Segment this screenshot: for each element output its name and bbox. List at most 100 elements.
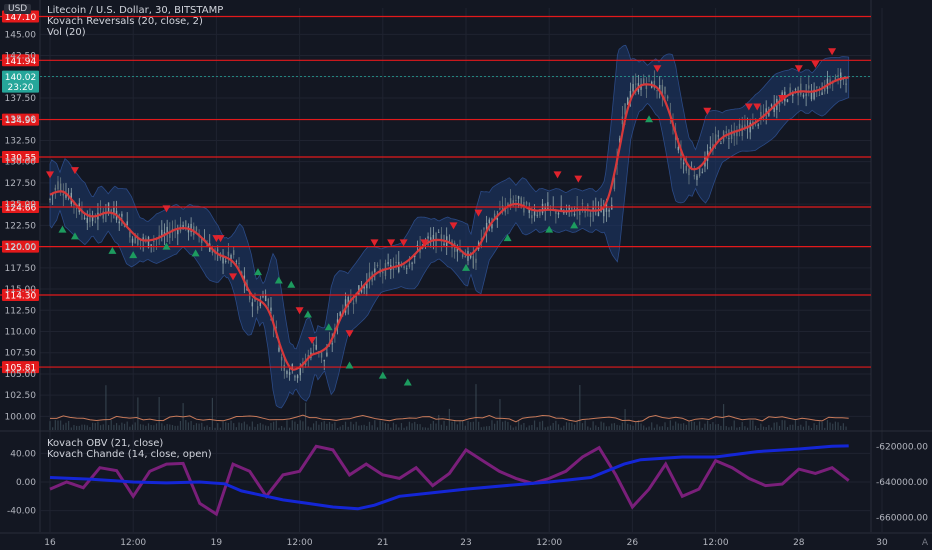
volume-bar	[65, 422, 67, 430]
volume-bar	[99, 425, 102, 430]
candle-body	[573, 213, 576, 216]
candle-body	[256, 306, 259, 311]
oscillator-legend: Kovach OBV (21, close) Kovach Chande (14…	[47, 438, 212, 460]
price-level-label: 134.96	[5, 116, 37, 126]
reversal-down-marker	[778, 95, 787, 103]
reversal-down-marker	[162, 205, 171, 213]
volume-bar	[768, 425, 770, 430]
price-axis-tick: 115.00	[5, 285, 37, 295]
legend-symbol[interactable]: Litecoin / U.S. Dollar, 30, BITSTAMP	[47, 5, 224, 16]
volume-bar	[291, 420, 293, 430]
volume-bar	[603, 422, 605, 430]
volume-bar	[344, 421, 347, 430]
candle-body	[627, 97, 629, 105]
candle-body	[845, 83, 847, 85]
volume-bar	[86, 425, 88, 430]
candle-body	[810, 92, 813, 100]
volume-bar	[414, 421, 416, 430]
volume-bar	[52, 427, 54, 430]
volume-bar	[155, 423, 158, 430]
volume-bar	[400, 423, 403, 430]
volume-bar	[648, 426, 650, 430]
price-axis-tick: 117.50	[5, 264, 37, 274]
price-level-label: 141.94	[5, 57, 37, 67]
candle-body	[613, 177, 616, 190]
legend-kovach-obv[interactable]: Kovach OBV (21, close)	[47, 438, 164, 449]
candle-body	[121, 213, 123, 217]
volume-bar	[416, 424, 419, 430]
volume-bar	[334, 422, 336, 430]
candle-body	[395, 261, 397, 264]
candle-body	[134, 234, 136, 244]
reversal-down-marker	[474, 209, 483, 217]
legend-kovach-chande[interactable]: Kovach Chande (14, close, open)	[47, 449, 212, 460]
candle-body	[355, 292, 357, 302]
volume-bar	[134, 422, 136, 430]
volume-bar	[235, 427, 237, 430]
volume-bar	[273, 421, 275, 430]
volume-bar	[238, 422, 240, 430]
volume-bar	[840, 425, 842, 430]
time-axis-tick: 26	[627, 538, 639, 548]
volume-bar	[315, 421, 317, 430]
currency-label[interactable]: USD	[4, 4, 32, 14]
reversal-down-marker	[295, 307, 304, 315]
kovach-obv-line	[49, 444, 849, 511]
candle-body	[230, 254, 232, 260]
volume-bar	[257, 424, 259, 430]
candle-body	[270, 307, 272, 311]
volume-bar	[454, 420, 456, 430]
volume-bar	[299, 420, 301, 430]
reversal-up-marker	[191, 249, 200, 257]
candle-body	[515, 200, 517, 202]
reversal-down-marker	[653, 65, 662, 73]
reversal-down-marker	[46, 171, 54, 179]
volume-bar	[49, 421, 51, 430]
volume-bar	[283, 427, 285, 430]
volume-bar	[579, 384, 581, 430]
candle-body	[541, 203, 544, 214]
volume-bar	[91, 422, 94, 430]
reversal-down-marker	[370, 239, 379, 247]
volume-bar	[802, 426, 805, 430]
reversal-down-marker	[828, 48, 837, 56]
candle-body	[267, 298, 270, 306]
candle-body	[126, 221, 128, 226]
candle-body	[185, 220, 187, 227]
volume-bar	[573, 424, 576, 430]
candle-body	[254, 298, 256, 302]
volume-bar	[597, 426, 600, 430]
legend-kovach-reversals[interactable]: Kovach Reversals (20, close, 2)	[47, 16, 203, 27]
volume-bar	[251, 421, 253, 430]
candle-body	[786, 99, 789, 102]
volume-bar	[214, 427, 216, 430]
reversal-up-marker	[403, 378, 412, 386]
candle-body	[177, 229, 179, 235]
candle-body	[217, 249, 219, 251]
volume-bar	[190, 421, 192, 430]
candle-body	[206, 244, 208, 247]
candle-body	[666, 96, 669, 99]
candle-body	[720, 143, 722, 144]
candle-body	[83, 217, 86, 219]
volume-bar	[730, 426, 733, 430]
volume-bar	[621, 422, 624, 430]
volume-bar	[118, 425, 120, 430]
kovach-reversal-band	[49, 44, 850, 409]
price-axis-tick: 122.50	[5, 221, 37, 231]
volume-bar	[483, 426, 485, 430]
legend-volume[interactable]: Vol (20)	[47, 27, 86, 38]
candle-body	[698, 166, 701, 176]
volume-bar	[187, 422, 190, 430]
candle-body	[347, 297, 349, 307]
auto-scale-button[interactable]: A	[921, 538, 929, 548]
volume-bar	[451, 421, 453, 430]
volume-bar	[147, 423, 150, 430]
candle-body	[555, 209, 557, 214]
volume-bar	[366, 425, 368, 430]
volume-bar	[845, 426, 847, 430]
reversal-up-marker	[570, 221, 579, 229]
volume-bar	[432, 421, 434, 430]
candle-body	[749, 122, 751, 133]
